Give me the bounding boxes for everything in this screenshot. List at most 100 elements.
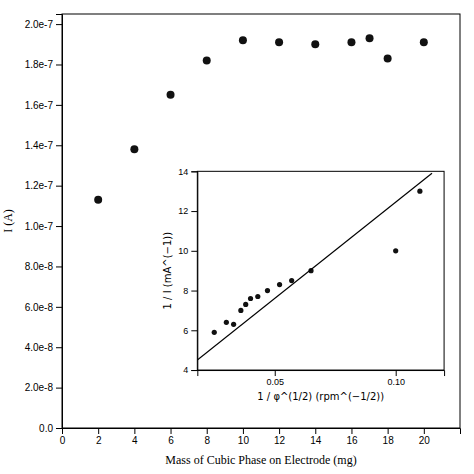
y-tick-label: 4.0e-8 xyxy=(25,342,54,353)
y-tick-label: 1.6e-7 xyxy=(25,100,54,111)
inset-point xyxy=(248,296,253,301)
x-tick-mark xyxy=(243,428,244,434)
y-tick-mark xyxy=(56,24,62,25)
inset-y-tick: 14 xyxy=(178,167,197,177)
y-tick-label: 1.4e-7 xyxy=(25,140,54,151)
y-tick-mark xyxy=(56,145,62,146)
x-axis-line xyxy=(63,429,461,435)
point xyxy=(420,38,428,46)
inset-y-tick: 12 xyxy=(178,206,197,216)
inset-y-tick-mark xyxy=(191,171,197,172)
inset-plot-background xyxy=(197,171,444,370)
x-tick-mark xyxy=(98,428,99,434)
x-tick: 20 xyxy=(419,428,431,446)
y-tick: 6.0e-8 xyxy=(25,302,62,313)
y-tick-mark xyxy=(56,266,62,267)
point xyxy=(347,38,355,46)
x-tick-mark xyxy=(388,428,389,434)
point xyxy=(203,56,211,64)
inset-y-tick-mark xyxy=(191,211,197,212)
plot-background xyxy=(62,14,460,428)
x-tick: 16 xyxy=(346,428,358,446)
inset-y-tick-mark xyxy=(191,251,197,252)
y-tick: 1.4e-7 xyxy=(25,140,62,151)
x-tick: 8 xyxy=(204,428,210,446)
y-tick-label: 1.0e-7 xyxy=(25,221,54,232)
inset-point xyxy=(231,322,236,327)
x-tick: 2 xyxy=(96,428,102,446)
inset-y-tick-label: 10 xyxy=(178,246,188,256)
chart: 024681012141618200.02.0e-84.0e-86.0e-88.… xyxy=(0,0,474,474)
inset-y-tick-mark xyxy=(191,370,197,371)
y-axis: 0.0 2.0e-8 4.0e-8 6.0e-8 8.0e-8 1.0e-7 1.2e-7 1… xyxy=(25,15,63,434)
inset-y-tick-label: 4 xyxy=(183,365,188,375)
inset-point xyxy=(393,248,398,253)
x-tick-label: 10 xyxy=(238,435,250,446)
inset-point xyxy=(224,320,229,325)
x-tick-label: 20 xyxy=(419,435,431,446)
inset-point xyxy=(238,308,243,313)
inset-point xyxy=(212,330,217,335)
y-tick-label: 6.0e-8 xyxy=(25,302,54,313)
inset-y-tick-label: 8 xyxy=(183,286,188,296)
inset-y-tick-label: 12 xyxy=(178,206,188,216)
point xyxy=(167,91,175,99)
inset-point xyxy=(243,302,248,307)
y-tick-label: 2.0e-7 xyxy=(25,19,54,30)
x-tick: 0 xyxy=(60,428,66,446)
x-tick-mark xyxy=(279,428,280,434)
x-axis: 02468101214161820 xyxy=(60,428,461,446)
y-tick-label: 1.2e-7 xyxy=(25,180,54,191)
inset-x-axis-title: 1 / φ^(1/2) (rpm^(−1/2)) xyxy=(257,391,384,402)
inset-y-tick: 10 xyxy=(178,246,197,256)
y-tick: 8.0e-8 xyxy=(25,261,62,272)
inset-y-axis: 4 6 8 10 12 14 xyxy=(178,167,198,376)
x-tick: 6 xyxy=(168,428,174,446)
plot-frame xyxy=(62,14,460,428)
inset-y-tick-label: 14 xyxy=(178,167,188,177)
x-tick-label: 4 xyxy=(132,435,138,446)
point xyxy=(239,36,247,44)
y-tick: 2.0e-7 xyxy=(25,19,62,30)
y-tick-label: 1.8e-7 xyxy=(25,59,54,70)
y-tick: 4.0e-8 xyxy=(25,342,62,353)
x-tick-mark xyxy=(207,428,208,434)
x-tick-label: 14 xyxy=(310,435,322,446)
inset-panel: 0.05 0.10 4 6 8 10 12 14 1 / φ^(1/2) (rpm^(−1/2)… xyxy=(162,167,444,402)
x-tick-mark xyxy=(424,428,425,434)
inset-y-tick: 6 xyxy=(183,326,197,336)
x-tick: 4 xyxy=(132,428,138,446)
inset-y-axis-title: 1 / I (mA^(−1)) xyxy=(162,232,173,310)
inset-x-axis: 0.05 0.10 xyxy=(198,370,445,387)
y-tick-label: 0.0 xyxy=(39,423,53,434)
inset-x-tick: 0.05 xyxy=(266,370,284,387)
point xyxy=(384,54,392,62)
point xyxy=(311,40,319,48)
y-tick-mark xyxy=(56,64,62,65)
inset-plot-frame xyxy=(197,171,444,370)
x-tick: 10 xyxy=(238,428,250,446)
y-tick: 1.8e-7 xyxy=(25,59,62,70)
x-tick-mark xyxy=(171,428,172,434)
x-tick: 14 xyxy=(310,428,322,446)
y-tick-label: 8.0e-8 xyxy=(25,261,54,272)
inset-point xyxy=(277,282,282,287)
y-tick-mark xyxy=(56,186,62,187)
y-tick: 1.0e-7 xyxy=(25,221,62,232)
y-tick: 1.2e-7 xyxy=(25,180,62,191)
x-tick-label: 16 xyxy=(346,435,358,446)
y-tick-label: 2.0e-8 xyxy=(25,382,54,393)
inset-y-tick: 8 xyxy=(183,286,197,296)
point xyxy=(94,196,102,204)
point xyxy=(366,34,374,42)
x-axis-title: Mass of Cubic Phase on Electrode (mg) xyxy=(165,453,356,467)
point xyxy=(275,38,283,46)
panel: 024681012141618200.02.0e-84.0e-86.0e-88.… xyxy=(1,14,461,467)
inset-x-tick-label: 0.10 xyxy=(387,377,405,387)
x-tick: 12 xyxy=(274,428,286,446)
y-tick-mark xyxy=(56,105,62,106)
inset-x-tick-mark xyxy=(396,370,397,376)
y-tick: 2.0e-8 xyxy=(25,382,62,393)
y-tick: 0.0 xyxy=(39,423,62,434)
inset-point xyxy=(255,294,260,299)
